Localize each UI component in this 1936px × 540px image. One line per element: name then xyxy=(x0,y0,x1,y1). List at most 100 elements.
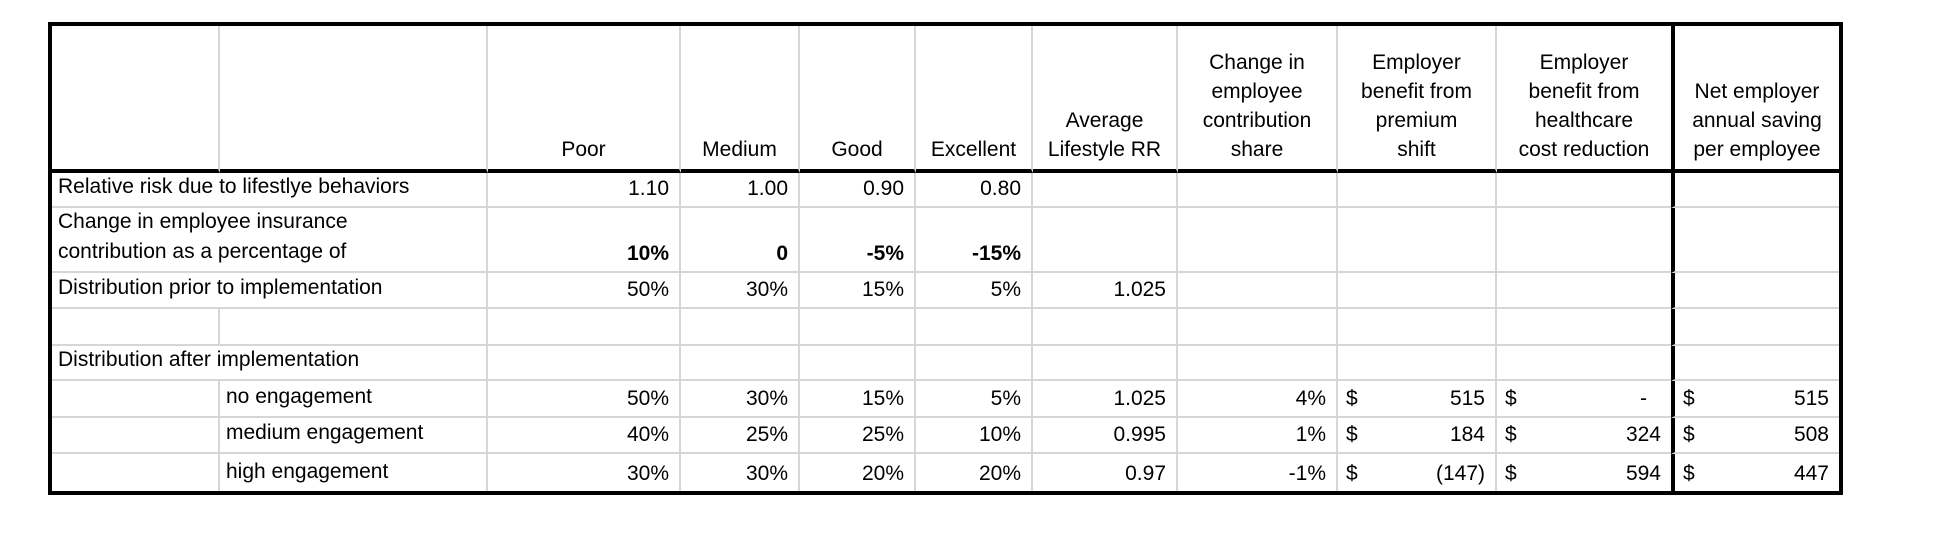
cell-high-eng-premium: $ (147) xyxy=(1338,454,1497,491)
cell-blank-excellent xyxy=(916,309,1033,346)
cell-dist-prior-medium: 30% xyxy=(681,273,800,309)
cell-med-eng-good: 25% xyxy=(800,418,916,454)
currency-symbol: $ xyxy=(1505,387,1517,410)
cell-high-eng-a-empty xyxy=(52,454,220,491)
currency-symbol: $ xyxy=(1683,423,1695,446)
cell-contribution-change-net-empty xyxy=(1671,208,1839,273)
amount: 184 xyxy=(1449,423,1485,446)
currency-symbol: $ xyxy=(1683,462,1695,485)
cell-dist-prior-good: 15% xyxy=(800,273,916,309)
cell-med-eng-a-empty xyxy=(52,418,220,454)
cell-high-eng-net: $ 447 xyxy=(1671,454,1839,491)
cell-relative-risk-avgrr-empty xyxy=(1033,173,1178,208)
amount: 515 xyxy=(1449,387,1485,410)
cell-med-eng-medium: 25% xyxy=(681,418,800,454)
header-poor: Poor xyxy=(488,26,681,173)
cell-dist-after-net-empty xyxy=(1671,346,1839,381)
amount: (147) xyxy=(1435,462,1485,485)
currency-symbol: $ xyxy=(1505,462,1517,485)
cell-high-eng-poor: 30% xyxy=(488,454,681,491)
cell-dist-after-good-empty xyxy=(800,346,916,381)
cell-contribution-change-medium: 0 xyxy=(681,208,800,273)
header-average-lifestyle-rr: Average Lifestyle RR xyxy=(1033,26,1178,173)
cell-dist-prior-poor: 50% xyxy=(488,273,681,309)
cell-contribution-change-excellent: -15% xyxy=(916,208,1033,273)
cell-contribution-change-good: -5% xyxy=(800,208,916,273)
cell-no-eng-medium: 30% xyxy=(681,381,800,418)
cell-med-eng-share: 1% xyxy=(1178,418,1338,454)
amount: 447 xyxy=(1793,462,1829,485)
row-no-engagement-label: no engagement xyxy=(220,381,488,418)
cell-contribution-change-avgrr-empty xyxy=(1033,208,1178,273)
cell-med-eng-premium: $ 184 xyxy=(1338,418,1497,454)
cell-dist-prior-healthcare-empty xyxy=(1497,273,1671,309)
header-healthcare-cost-reduction: Employer benefit from healthcare cost re… xyxy=(1497,26,1671,173)
cell-med-eng-avgrr: 0.995 xyxy=(1033,418,1178,454)
currency-symbol: $ xyxy=(1346,387,1358,410)
header-premium-shift: Employer benefit from premium shift xyxy=(1338,26,1497,173)
header-net-saving: Net employer annual saving per employee xyxy=(1671,26,1839,173)
cell-dist-prior-avgrr: 1.025 xyxy=(1033,273,1178,309)
cell-dist-after-premium-empty xyxy=(1338,346,1497,381)
cell-no-eng-healthcare: $ - xyxy=(1497,381,1671,418)
cell-no-eng-premium: $ 515 xyxy=(1338,381,1497,418)
cell-relative-risk-share-empty xyxy=(1178,173,1338,208)
header-blank-b xyxy=(220,26,488,173)
cell-med-eng-excellent: 10% xyxy=(916,418,1033,454)
amount: 508 xyxy=(1793,423,1829,446)
row-contribution-change-label: Change in employee insurance contributio… xyxy=(52,208,488,273)
cell-no-eng-a-empty xyxy=(52,381,220,418)
cell-relative-risk-premium-empty xyxy=(1338,173,1497,208)
cell-dist-prior-excellent: 5% xyxy=(916,273,1033,309)
cell-contribution-change-poor: 10% xyxy=(488,208,681,273)
cell-high-eng-healthcare: $ 594 xyxy=(1497,454,1671,491)
row-medium-engagement-label: medium engagement xyxy=(220,418,488,454)
results-table: Poor Medium Good Excellent Average Lifes… xyxy=(48,22,1843,495)
header-good: Good xyxy=(800,26,916,173)
cell-contribution-change-healthcare-empty xyxy=(1497,208,1671,273)
cell-blank-avgrr xyxy=(1033,309,1178,346)
row-relative-risk-label: Relative risk due to lifestlye behaviors xyxy=(52,173,488,208)
cell-high-eng-good: 20% xyxy=(800,454,916,491)
cell-med-eng-net: $ 508 xyxy=(1671,418,1839,454)
cell-relative-risk-medium: 1.00 xyxy=(681,173,800,208)
amount: 594 xyxy=(1625,462,1661,485)
cell-med-eng-poor: 40% xyxy=(488,418,681,454)
amount: 515 xyxy=(1793,387,1829,410)
cell-blank-healthcare xyxy=(1497,309,1671,346)
cell-blank-poor xyxy=(488,309,681,346)
cell-dist-prior-share-empty xyxy=(1178,273,1338,309)
amount: 324 xyxy=(1625,423,1661,446)
cell-blank-premium xyxy=(1338,309,1497,346)
cell-high-eng-avgrr: 0.97 xyxy=(1033,454,1178,491)
amount: - xyxy=(1640,387,1647,410)
header-blank-a xyxy=(52,26,220,173)
cell-relative-risk-good: 0.90 xyxy=(800,173,916,208)
cell-no-eng-poor: 50% xyxy=(488,381,681,418)
cell-blank-b xyxy=(220,309,488,346)
cell-blank-net xyxy=(1671,309,1839,346)
cell-no-eng-good: 15% xyxy=(800,381,916,418)
cell-high-eng-medium: 30% xyxy=(681,454,800,491)
cell-blank-a xyxy=(52,309,220,346)
cell-dist-after-share-empty xyxy=(1178,346,1338,381)
cell-dist-after-poor-empty xyxy=(488,346,681,381)
cell-dist-after-healthcare-empty xyxy=(1497,346,1671,381)
cell-no-eng-share: 4% xyxy=(1178,381,1338,418)
cell-relative-risk-excellent: 0.80 xyxy=(916,173,1033,208)
currency-symbol: $ xyxy=(1683,387,1695,410)
cell-med-eng-healthcare: $ 324 xyxy=(1497,418,1671,454)
cell-contribution-change-share-empty xyxy=(1178,208,1338,273)
currency-symbol: $ xyxy=(1346,423,1358,446)
cell-high-eng-share: -1% xyxy=(1178,454,1338,491)
currency-symbol: $ xyxy=(1346,462,1358,485)
cell-dist-after-avgrr-empty xyxy=(1033,346,1178,381)
cell-dist-prior-net-empty xyxy=(1671,273,1839,309)
cell-dist-after-medium-empty xyxy=(681,346,800,381)
header-contribution-share: Change in employee contribution share xyxy=(1178,26,1338,173)
header-excellent: Excellent xyxy=(916,26,1033,173)
cell-no-eng-avgrr: 1.025 xyxy=(1033,381,1178,418)
cell-dist-after-excellent-empty xyxy=(916,346,1033,381)
cell-dist-prior-premium-empty xyxy=(1338,273,1497,309)
cell-contribution-change-premium-empty xyxy=(1338,208,1497,273)
